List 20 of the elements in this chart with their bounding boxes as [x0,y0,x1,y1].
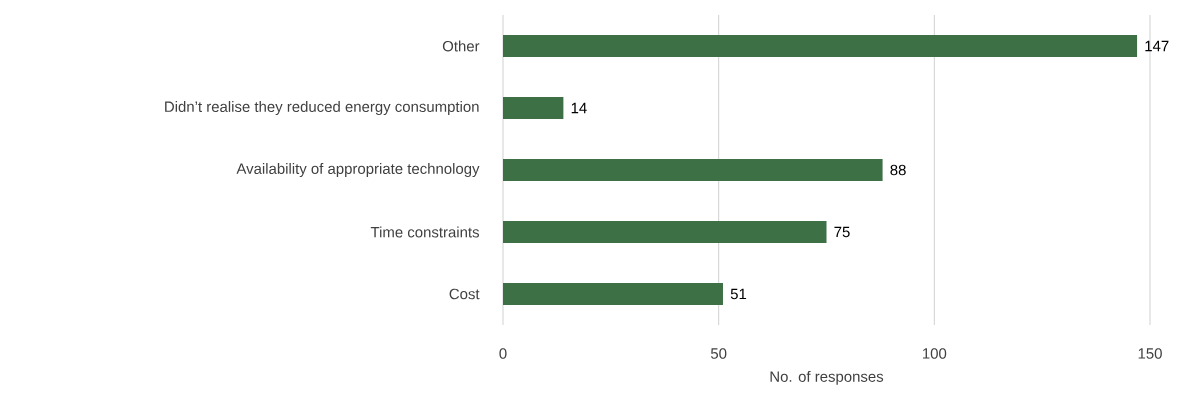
x-tick-label: 0 [499,348,507,359]
x-tick-label: 50 [710,348,727,359]
y-tick-label: Availability of appropriate technology [236,163,480,177]
y-tick-label: Time constraints [370,226,479,238]
y-tick-label: Other [442,40,480,52]
data-label: 51 [730,288,747,300]
data-label: 14 [571,102,587,114]
data-label: 88 [890,164,906,176]
bar [503,283,723,305]
x-tick-label: 100 [923,348,947,359]
bar [503,35,1138,57]
bar [503,97,564,119]
data-label: 147 [1145,40,1169,52]
y-tick-label: Cost [449,288,480,300]
x-tick-label: 150 [1138,348,1162,359]
y-tick-label: Didn’t realise they reduced energy consumption [165,101,479,115]
bar [503,221,827,243]
x-axis-title: No. of responses [770,370,884,385]
data-label: 75 [834,226,850,238]
bar [503,159,883,181]
